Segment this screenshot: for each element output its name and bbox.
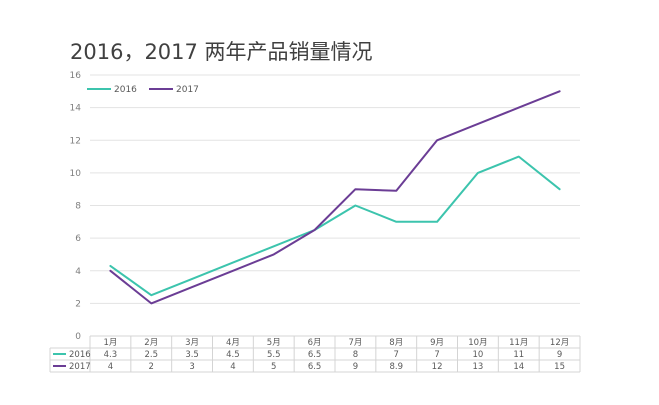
x-tick-label: 6月: [308, 338, 322, 348]
table-series-name: 2017: [69, 362, 91, 372]
x-tick-label: 2月: [144, 338, 158, 348]
legend-label: 2017: [176, 85, 199, 95]
table-cell: 11: [513, 350, 524, 360]
table-cell: 6.5: [308, 362, 322, 372]
y-tick-label: 0: [75, 332, 81, 342]
x-tick-label: 12月: [550, 338, 569, 348]
data-table: 1月 2月 3月 4月 5月 6月 7月 8月 9月 10月 11月 12月 2016 4.3 2.5 3.5…: [49, 335, 581, 373]
table-cell: 3: [189, 362, 194, 372]
table-cell: 9: [557, 350, 562, 360]
legend-label: 2016: [114, 85, 137, 95]
table-cell: 14: [513, 362, 524, 372]
table-cell: 3.5: [185, 350, 199, 360]
x-tick-label: 1月: [103, 338, 117, 348]
y-tick-label: 16: [70, 71, 82, 81]
y-tick-label: 14: [70, 104, 82, 114]
y-tick-label: 8: [75, 202, 81, 212]
table-cell: 4.5: [226, 350, 240, 360]
x-tick-label: 5月: [267, 338, 281, 348]
x-tick-label: 3月: [185, 338, 199, 348]
x-tick-label: 7月: [348, 338, 362, 348]
x-tick-label: 9月: [430, 338, 444, 348]
legend: 2016 2017: [87, 85, 199, 95]
table-cell: 7: [394, 350, 399, 360]
table-cell: 9: [353, 362, 358, 372]
y-tick-label: 10: [70, 169, 82, 179]
y-tick-label: 2: [75, 299, 81, 309]
table-cell: 2: [149, 362, 154, 372]
chart-title: 2016，2017 两年产品销量情况: [70, 40, 373, 64]
table-cell: 8: [353, 350, 358, 360]
table-cell: 13: [473, 362, 484, 372]
table-cell: 7: [434, 350, 439, 360]
y-tick-label: 4: [75, 267, 81, 277]
table-cell: 5.5: [267, 350, 281, 360]
table-series-name: 2016: [69, 350, 91, 360]
x-tick-label: 4月: [226, 338, 240, 348]
series-line-2016: [109, 155, 561, 297]
table-cell: 15: [554, 362, 565, 372]
table-cell: 10: [473, 350, 484, 360]
table-cell: 4: [230, 362, 235, 372]
y-tick-label: 6: [75, 234, 81, 244]
x-tick-label: 10月: [468, 338, 487, 348]
gridlines: [90, 74, 580, 337]
y-axis-ticks: 0 2 4 6 8 10 12 14 16: [70, 71, 82, 342]
table-cell: 2.5: [144, 350, 158, 360]
table-cell: 8.9: [389, 362, 403, 372]
x-tick-label: 8月: [389, 338, 403, 348]
x-tick-label: 11月: [509, 338, 528, 348]
table-cell: 4.3: [104, 350, 118, 360]
table-cell: 12: [432, 362, 443, 372]
table-cell: 4: [108, 362, 113, 372]
series-lines: [109, 90, 561, 305]
y-tick-label: 12: [70, 136, 81, 146]
table-cell: 5: [271, 362, 276, 372]
table-cell: 6.5: [308, 350, 322, 360]
series-line-2017: [109, 90, 561, 305]
